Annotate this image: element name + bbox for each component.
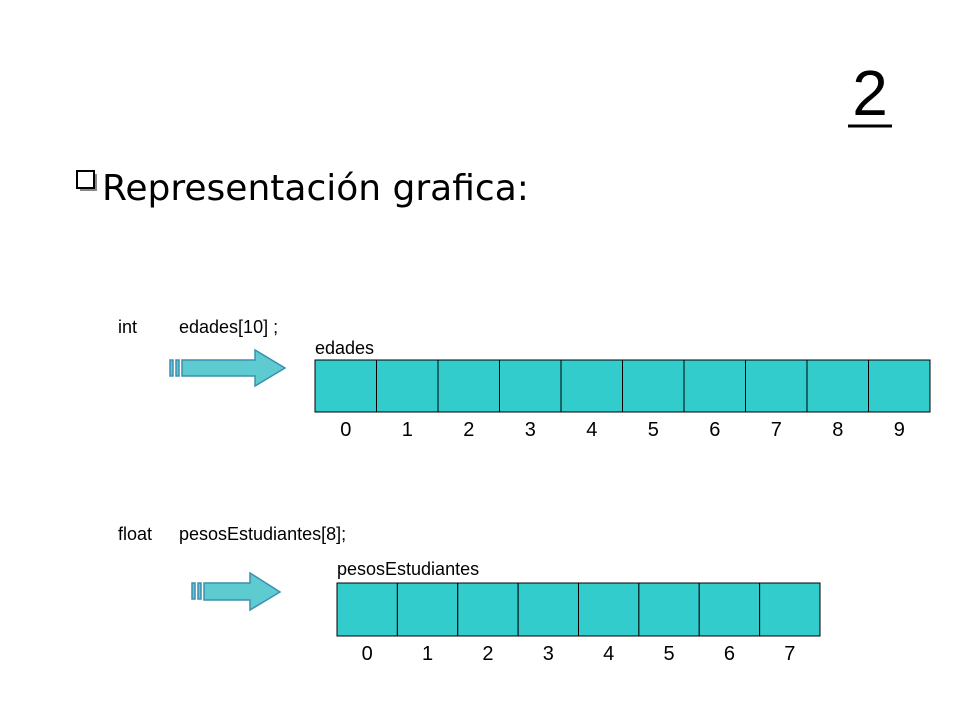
- array-index: 5: [648, 419, 659, 441]
- array-cell: [683, 359, 746, 413]
- array-cell: [314, 359, 377, 413]
- array-index: 0: [340, 419, 351, 441]
- array-cell: [517, 582, 579, 637]
- array-cell: [457, 582, 519, 637]
- array-index: 1: [422, 643, 433, 665]
- array-cell: [745, 359, 808, 413]
- array-cell: [499, 359, 562, 413]
- array-cell: [759, 582, 821, 637]
- array-cell: [868, 359, 931, 413]
- array-index: 5: [664, 643, 675, 665]
- slide-number: 2: [852, 57, 888, 129]
- array-index: 4: [586, 419, 597, 441]
- array-cell: [578, 582, 640, 637]
- array-index: 7: [784, 643, 795, 665]
- array-cell: [336, 582, 398, 637]
- array-index: 4: [603, 643, 614, 665]
- declaration: pesosEstudiantes[8];: [179, 524, 346, 544]
- bullet: [76, 170, 97, 191]
- array-cell: [698, 582, 761, 637]
- declaration: edades[10] ;: [179, 317, 278, 337]
- heading: Representación grafica:: [102, 168, 529, 209]
- array-index: 6: [709, 419, 720, 441]
- array-index: 7: [771, 419, 782, 441]
- type-keyword: int: [118, 317, 137, 337]
- array-cell: [638, 582, 700, 637]
- array-index: 0: [362, 643, 373, 665]
- array-index: 6: [724, 643, 735, 665]
- array-index: 8: [832, 419, 843, 441]
- arrow: [169, 348, 287, 388]
- array-label: pesosEstudiantes: [337, 559, 479, 579]
- array-index: 3: [543, 643, 554, 665]
- arrow: [191, 571, 282, 612]
- array-index: 2: [482, 643, 493, 665]
- array-cell: [437, 359, 500, 413]
- array-cell: [622, 359, 685, 413]
- array-cell: [806, 359, 869, 413]
- array-index: 3: [525, 419, 536, 441]
- array-index: 9: [894, 419, 905, 441]
- array-cell: [376, 359, 439, 413]
- array-cell: [560, 359, 623, 413]
- array-index: 1: [402, 419, 413, 441]
- array-label: edades: [315, 338, 374, 358]
- array-index: 2: [463, 419, 474, 441]
- array-cell: [396, 582, 459, 637]
- type-keyword: float: [118, 524, 152, 544]
